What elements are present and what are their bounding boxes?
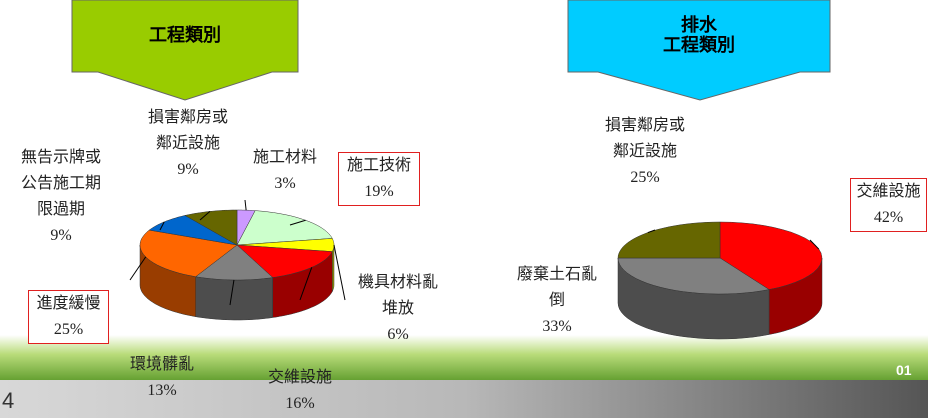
corner-mark: 01	[896, 362, 912, 378]
pie-slice	[617, 221, 721, 259]
leader-line	[647, 229, 656, 234]
slice-value: 42%	[873, 209, 904, 226]
slice-value: 6%	[387, 326, 409, 343]
leader-line	[129, 256, 147, 281]
leader-line	[244, 199, 247, 211]
leader-line	[199, 211, 211, 221]
slice-value: 13%	[147, 382, 177, 399]
slice-top	[617, 221, 721, 259]
leader-line	[299, 267, 313, 301]
slice-value: 16%	[285, 395, 315, 412]
slice-label: 損害鄰房或鄰近設施 25%	[603, 113, 687, 191]
slide-number: 4	[2, 388, 15, 413]
slice-name: 交維設施	[856, 183, 921, 200]
leader-line	[229, 279, 235, 306]
leader-line	[333, 244, 346, 301]
slice-value: 19%	[364, 183, 394, 200]
slice-label: 環境髒亂 13%	[122, 352, 202, 404]
slice-label: 機具材料亂堆放 6%	[358, 270, 438, 348]
slice-label: 無告示牌或公告施工期限過期 9%	[20, 145, 102, 249]
leader-line	[159, 221, 165, 231]
leader-line	[289, 219, 306, 226]
slice-name: 交維設施	[267, 369, 332, 386]
slice-name: 機具材料亂堆放	[358, 274, 439, 317]
title-arrow	[567, 0, 831, 101]
slice-label: 交維設施 42%	[850, 178, 927, 232]
slice-side	[195, 276, 273, 321]
slice-value: 25%	[53, 321, 84, 338]
slice-label: 廢棄土石亂倒 33%	[515, 262, 599, 340]
slice-name: 環境髒亂	[129, 356, 194, 373]
slice-name: 損害鄰房或鄰近設施	[147, 109, 228, 152]
slice-name: 廢棄土石亂倒	[516, 266, 597, 309]
slice-name: 施工材料	[252, 149, 317, 166]
grass	[0, 335, 928, 383]
chart-title: 排水 工程類別	[663, 15, 735, 56]
leader-line	[809, 239, 820, 250]
slice-value: 9%	[50, 227, 72, 244]
slice-top	[617, 257, 770, 295]
slice-name: 進度緩慢	[36, 295, 101, 312]
pie-slice	[719, 221, 823, 335]
slice-label: 施工技術 19%	[338, 152, 420, 206]
chart-title: 工程類別	[149, 25, 221, 46]
pie-slice	[617, 257, 770, 340]
slice-value: 3%	[274, 175, 296, 192]
slice-value: 25%	[630, 169, 660, 186]
slice-name: 無告示牌或公告施工期限過期	[20, 149, 101, 218]
slice-side	[332, 245, 335, 292]
footer-bar	[0, 380, 928, 418]
slice-name: 損害鄰房或鄰近設施	[604, 117, 685, 160]
title-arrow	[71, 0, 299, 101]
slice-value: 33%	[542, 318, 572, 335]
slice-label: 施工材料 3%	[245, 145, 325, 197]
slice-label: 損害鄰房或鄰近設施 9%	[147, 105, 229, 183]
slice-label: 交維設施 16%	[255, 365, 345, 417]
slice-name: 施工技術	[346, 157, 411, 174]
pie-slice	[195, 244, 274, 321]
slice-label: 進度緩慢 25%	[28, 290, 109, 344]
slice-value: 9%	[177, 161, 199, 178]
